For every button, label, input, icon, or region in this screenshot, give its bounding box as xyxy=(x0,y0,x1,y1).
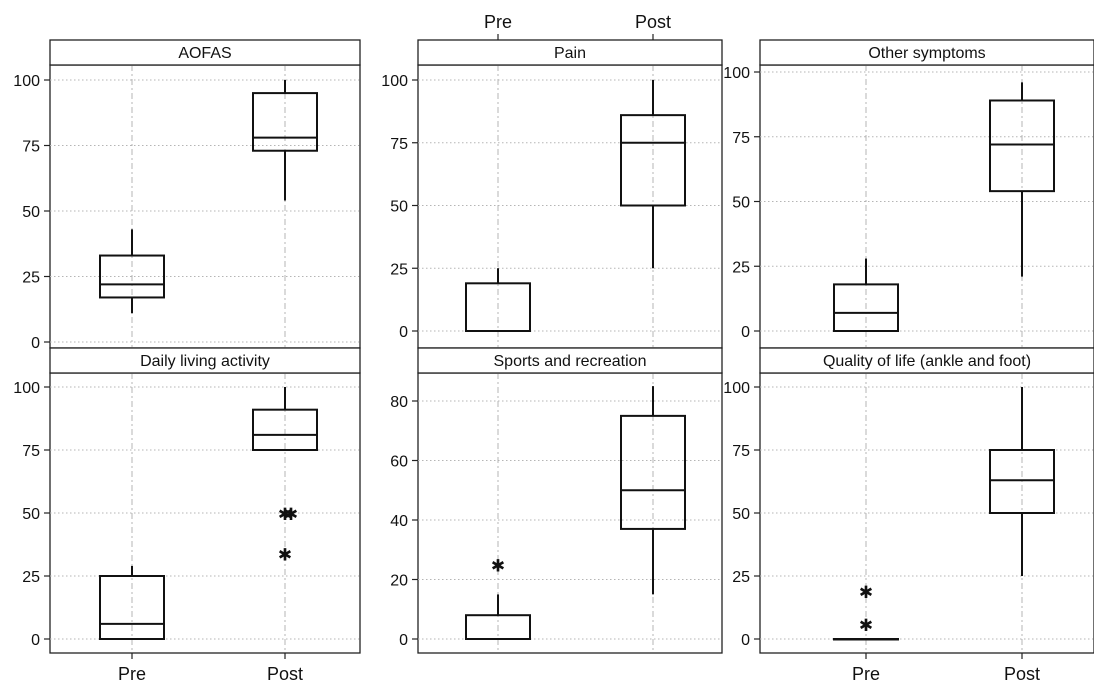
axis-label-x-top: Post xyxy=(635,12,671,32)
tick-label-y: 100 xyxy=(723,380,750,397)
box-pre xyxy=(99,565,165,640)
tick-label-y: 75 xyxy=(732,130,750,147)
box-iqr xyxy=(989,99,1055,193)
plot-area xyxy=(417,372,723,654)
strip-header xyxy=(759,347,1094,374)
panel-3: 0 25 50 75 100 Other symptoms xyxy=(723,39,1094,349)
tick-label-y: 100 xyxy=(13,380,40,397)
tick-label-y: 0 xyxy=(31,632,40,649)
outlier-point: ✱ xyxy=(278,505,292,524)
box-post xyxy=(620,386,686,595)
box-iqr xyxy=(989,449,1055,514)
tick-label-y: 80 xyxy=(390,394,408,411)
tick-label-y: 25 xyxy=(732,569,750,586)
panel-2: 0 25 50 75 100 Pain xyxy=(381,39,723,349)
axis-label-x-bottom: Post xyxy=(1004,664,1040,684)
box-iqr xyxy=(252,92,318,152)
tick-label-y: 0 xyxy=(741,632,750,649)
panel-title: Pain xyxy=(554,45,586,62)
outlier-point: ✱ xyxy=(278,545,292,564)
tick-label-y: 50 xyxy=(390,199,408,216)
strip-header xyxy=(759,39,1094,66)
panel-5: 0 20 40 60 80 Sports and recreation ✱ xyxy=(390,347,723,654)
tick-label-y: 100 xyxy=(381,73,408,90)
plot-area xyxy=(49,372,361,654)
box-pre xyxy=(99,229,165,314)
axis-label-x-bottom: Pre xyxy=(118,664,146,684)
tick-label-y: 60 xyxy=(390,454,408,471)
strip-header xyxy=(417,39,723,66)
panel-title: Quality of life (ankle and foot) xyxy=(823,353,1031,370)
tick-label-y: 50 xyxy=(732,195,750,212)
strip-header xyxy=(417,347,723,374)
tick-label-y: 25 xyxy=(732,259,750,276)
panel-title: Other symptoms xyxy=(868,45,985,62)
tick-label-y: 100 xyxy=(13,73,40,90)
panel-title: Sports and recreation xyxy=(494,353,647,370)
box-post xyxy=(620,80,686,269)
tick-label-y: 50 xyxy=(22,204,40,221)
box-iqr xyxy=(252,408,318,451)
axis-label-x-bottom: Pre xyxy=(852,664,880,684)
outlier-point: ✱ xyxy=(284,505,298,524)
tick-label-y: 50 xyxy=(22,506,40,523)
box-iqr xyxy=(99,254,165,299)
tick-label-y: 0 xyxy=(31,335,40,352)
box-iqr xyxy=(99,575,165,640)
tick-label-y: 0 xyxy=(741,324,750,341)
panel-title: AOFAS xyxy=(178,45,231,62)
box-post xyxy=(989,82,1055,277)
box-pre: ✱✱ xyxy=(833,583,899,641)
box-iqr xyxy=(620,114,686,207)
box-post xyxy=(989,387,1055,576)
outlier-point: ✱ xyxy=(859,583,873,602)
tick-label-y: 25 xyxy=(22,270,40,287)
box-post xyxy=(252,80,318,201)
axis-label-x-top: Pre xyxy=(484,12,512,32)
box-iqr xyxy=(620,414,686,530)
tick-label-y: 20 xyxy=(390,573,408,590)
tick-label-y: 75 xyxy=(22,443,40,460)
outlier-point: ✱ xyxy=(859,616,873,635)
strip-header xyxy=(49,39,361,66)
tick-label-y: 0 xyxy=(399,324,408,341)
strip-header xyxy=(49,347,361,374)
plot-area xyxy=(49,64,361,349)
tick-label-y: 25 xyxy=(22,569,40,586)
box-post: ✱✱✱ xyxy=(252,387,318,564)
tick-label-y: 40 xyxy=(390,513,408,530)
tick-label-y: 100 xyxy=(723,65,750,82)
panel-1: 0 25 50 75 100 AOFAS xyxy=(13,39,361,352)
panel-title: Daily living activity xyxy=(140,353,270,370)
tick-label-y: 75 xyxy=(390,136,408,153)
axis-label-x-bottom: Post xyxy=(267,664,303,684)
tick-label-y: 50 xyxy=(732,506,750,523)
panel-6: 0 25 50 75 100 Quality of life (ankle and foo… xyxy=(723,347,1094,654)
plot-area xyxy=(759,64,1094,349)
tick-label-y: 25 xyxy=(390,261,408,278)
tick-label-y: 75 xyxy=(22,139,40,156)
box-pre xyxy=(833,258,899,333)
box-pre xyxy=(465,268,531,332)
outlier-point: ✱ xyxy=(491,557,505,576)
box-pre: ✱ xyxy=(465,557,531,641)
tick-label-y: 0 xyxy=(399,632,408,649)
box-iqr xyxy=(833,283,899,333)
tick-label-y: 75 xyxy=(732,443,750,460)
